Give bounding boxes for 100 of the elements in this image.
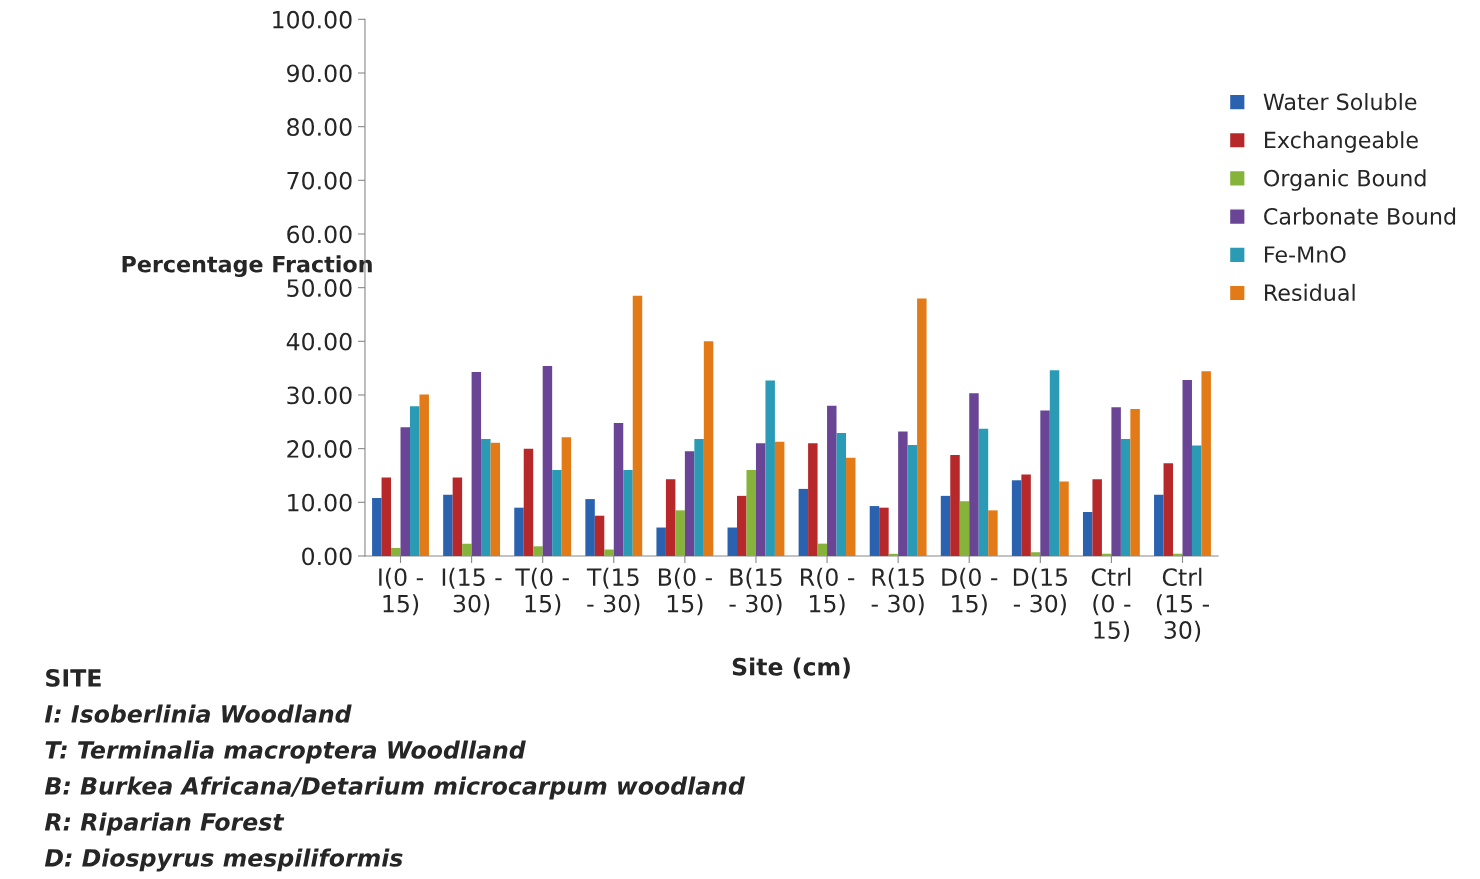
bar bbox=[898, 431, 908, 556]
bar bbox=[869, 506, 880, 556]
bar bbox=[490, 442, 501, 556]
text: R: Riparian Forest bbox=[44, 812, 285, 836]
text: I: Isoberlinia Woodland bbox=[44, 704, 352, 723]
bar bbox=[755, 443, 766, 556]
bar bbox=[827, 405, 837, 556]
bar bbox=[737, 495, 747, 556]
x-tick-label: T(0 - 15) bbox=[515, 567, 569, 616]
bar bbox=[419, 394, 429, 556]
y-tick-label: 10.00 bbox=[288, 493, 352, 512]
bar bbox=[632, 295, 643, 556]
bar bbox=[988, 510, 998, 556]
y-tick-label: 0.00 bbox=[302, 547, 352, 566]
x-tick-label: D(15 - 30) bbox=[1013, 567, 1067, 616]
bar bbox=[950, 455, 960, 556]
bar bbox=[523, 448, 534, 556]
bar bbox=[917, 298, 927, 556]
bar bbox=[1092, 479, 1102, 556]
bar bbox=[888, 553, 899, 556]
bar bbox=[1082, 511, 1093, 556]
bar bbox=[665, 479, 676, 556]
bar bbox=[481, 438, 491, 556]
x-axis-title: Site (cm) bbox=[732, 657, 850, 679]
bar bbox=[656, 527, 666, 556]
x-tick-label: R(0 - 15) bbox=[801, 567, 855, 616]
bar bbox=[613, 422, 624, 556]
bar bbox=[1154, 494, 1164, 556]
y-tick-label: 50.00 bbox=[287, 279, 352, 297]
bar bbox=[561, 437, 572, 556]
legend-label: Organic Bound bbox=[1264, 169, 1426, 191]
bar bbox=[1111, 407, 1121, 556]
bar bbox=[959, 501, 970, 556]
bar bbox=[381, 477, 392, 556]
y-tick-label: 40.00 bbox=[286, 332, 352, 351]
y-tick-label: 90.00 bbox=[287, 64, 352, 83]
x-tick-label: R(15 - 30) bbox=[871, 567, 924, 616]
bar bbox=[514, 507, 524, 556]
y-tick-label: 20.00 bbox=[287, 440, 352, 458]
y-tick-label: 100.00 bbox=[273, 10, 352, 29]
bar bbox=[1163, 463, 1174, 556]
bar bbox=[585, 499, 595, 556]
bar bbox=[727, 527, 737, 556]
text: SITE bbox=[46, 668, 101, 687]
x-tick-label: Ctrl (0 - 15) bbox=[1091, 567, 1131, 642]
bar bbox=[552, 470, 562, 556]
bar bbox=[1191, 445, 1202, 556]
bar bbox=[684, 451, 695, 556]
y-axis-title: Percentage Fraction bbox=[122, 255, 372, 278]
bar bbox=[798, 488, 809, 556]
bar bbox=[604, 549, 614, 556]
bar bbox=[409, 406, 420, 556]
bar bbox=[969, 393, 979, 556]
bar bbox=[1120, 438, 1131, 556]
text: D: Diospyrus mespiliformis bbox=[44, 848, 403, 872]
bar bbox=[774, 441, 785, 556]
bar bbox=[817, 543, 828, 556]
bar bbox=[443, 494, 453, 556]
bar bbox=[1101, 553, 1112, 556]
legend-label: Water Soluble bbox=[1263, 93, 1417, 111]
bar bbox=[907, 444, 918, 556]
bar bbox=[1130, 408, 1140, 556]
bar bbox=[542, 366, 553, 556]
x-tick-label: I(15 - 30) bbox=[442, 567, 502, 616]
legend-label: Fe-MnO bbox=[1265, 246, 1346, 263]
y-tick-label: 80.00 bbox=[287, 118, 352, 136]
bar bbox=[1040, 410, 1050, 556]
bar bbox=[1021, 474, 1031, 556]
bar bbox=[978, 428, 989, 556]
y-tick-label: 30.00 bbox=[287, 386, 352, 405]
bar bbox=[400, 427, 410, 556]
bar bbox=[462, 543, 472, 556]
y-tick-label: 70.00 bbox=[287, 171, 352, 190]
bar bbox=[1182, 379, 1192, 556]
bar bbox=[533, 546, 543, 556]
x-tick-label: T(15 - 30) bbox=[586, 567, 640, 616]
bar bbox=[623, 470, 633, 556]
legend-label: Carbonate Bound bbox=[1264, 207, 1456, 225]
bar bbox=[1173, 553, 1183, 556]
bar bbox=[675, 510, 685, 556]
text: T: Terminalia macroptera Woodlland bbox=[45, 740, 526, 764]
bar bbox=[765, 380, 775, 556]
bar bbox=[391, 547, 401, 556]
bar bbox=[694, 438, 704, 556]
bar bbox=[452, 477, 463, 556]
bar bbox=[1049, 370, 1060, 556]
y-tick-label: 60.00 bbox=[287, 225, 352, 244]
bar bbox=[836, 433, 847, 556]
bar bbox=[1011, 480, 1022, 556]
bar bbox=[594, 515, 605, 556]
x-tick-label: D(0 - 15) bbox=[942, 567, 998, 616]
bar bbox=[703, 341, 714, 556]
x-tick-label: B(15 - 30) bbox=[729, 567, 782, 616]
legend-label: Residual bbox=[1265, 283, 1355, 302]
x-tick-label: I(0 - 15) bbox=[379, 567, 423, 616]
legend-label: Exchangeable bbox=[1265, 131, 1418, 153]
bar bbox=[1030, 552, 1041, 556]
bar bbox=[846, 457, 856, 556]
text: B: Burkea Africana/Detarium microcarpum woodland bbox=[44, 776, 746, 800]
x-tick-label: B(0 - 15) bbox=[658, 567, 712, 616]
